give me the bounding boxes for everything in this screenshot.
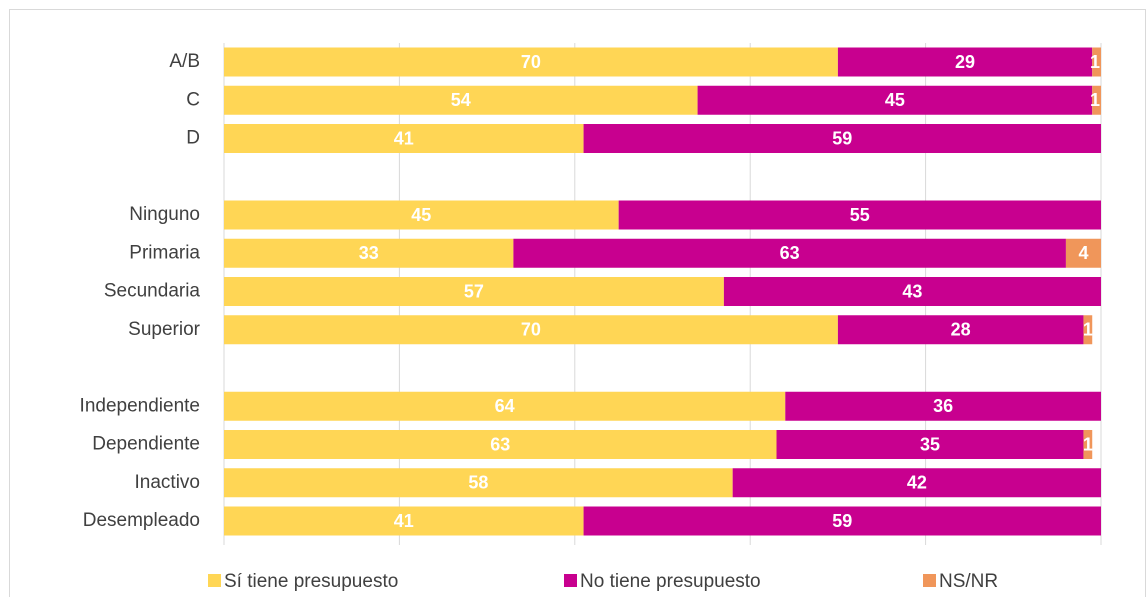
legend-label: No tiene presupuesto	[580, 571, 761, 592]
bar-segment	[776, 430, 1084, 459]
category-label: Independiente	[80, 395, 200, 416]
category-label: Superior	[128, 319, 200, 340]
bar-segment	[723, 277, 1101, 306]
data-label: 33	[359, 243, 379, 263]
category-label: D	[186, 128, 200, 149]
legend-swatch	[564, 574, 577, 587]
data-label: 45	[885, 90, 905, 110]
data-label: 42	[907, 473, 927, 493]
data-label: 35	[920, 434, 940, 454]
data-label: 41	[394, 511, 414, 531]
bar-segment	[224, 238, 514, 268]
bar-segment	[224, 468, 733, 498]
data-label: 58	[468, 473, 488, 493]
bar-segment	[1092, 85, 1101, 115]
data-label: 1	[1083, 434, 1093, 454]
data-label: 54	[451, 90, 471, 110]
category-label: Desempleado	[83, 510, 200, 531]
data-label: 1	[1083, 320, 1093, 340]
legend-label: Sí tiene presupuesto	[224, 571, 398, 592]
bar-segment	[583, 124, 1101, 153]
data-label: 28	[951, 320, 971, 340]
data-label: 59	[832, 511, 852, 531]
category-label: C	[186, 89, 200, 110]
bar-segment	[1092, 47, 1101, 77]
data-label: 63	[780, 243, 800, 263]
bar-segment	[513, 238, 1066, 268]
bar-segment	[224, 391, 786, 421]
bar-segment	[224, 506, 584, 536]
bar-segment	[837, 47, 1093, 77]
bar-segment	[224, 315, 838, 345]
category-label: Dependiente	[92, 434, 200, 455]
category-label: Secundaria	[104, 281, 201, 302]
data-label: 29	[955, 52, 975, 72]
bar-segment	[224, 277, 724, 306]
data-label: 55	[850, 205, 870, 225]
data-label: 59	[832, 128, 852, 148]
bar-segment	[224, 85, 698, 115]
bar-segment	[785, 391, 1101, 421]
category-label: Ninguno	[129, 204, 200, 225]
bar-segment	[1083, 430, 1093, 459]
category-label: Inactivo	[135, 472, 200, 493]
data-label: 70	[521, 320, 541, 340]
data-label: 43	[902, 281, 922, 301]
data-label: 1	[1090, 90, 1100, 110]
category-label: Primaria	[129, 242, 200, 263]
data-label: 1	[1090, 52, 1100, 72]
bar-segment	[618, 200, 1101, 230]
bar-segment	[697, 85, 1093, 115]
bar-segment	[224, 124, 584, 153]
bar-segment	[224, 200, 619, 230]
bar-segment	[1083, 315, 1093, 345]
bar-segment	[583, 506, 1101, 536]
data-label: 41	[394, 128, 414, 148]
data-label: 70	[521, 52, 541, 72]
data-label: 36	[933, 396, 953, 416]
bar-segment	[224, 430, 777, 459]
data-label: 4	[1078, 243, 1088, 263]
bar-segment	[837, 315, 1084, 345]
chart-frame	[9, 9, 1146, 597]
bar-segment	[224, 47, 838, 77]
data-label: 63	[490, 434, 510, 454]
data-label: 57	[464, 281, 484, 301]
data-label: 64	[495, 396, 515, 416]
category-label: A/B	[169, 51, 200, 72]
data-label: 45	[411, 205, 431, 225]
bar-segment	[1065, 238, 1101, 268]
legend-swatch	[208, 574, 221, 587]
bar-segment	[732, 468, 1101, 498]
legend-swatch	[923, 574, 936, 587]
legend-label: NS/NR	[939, 571, 998, 592]
